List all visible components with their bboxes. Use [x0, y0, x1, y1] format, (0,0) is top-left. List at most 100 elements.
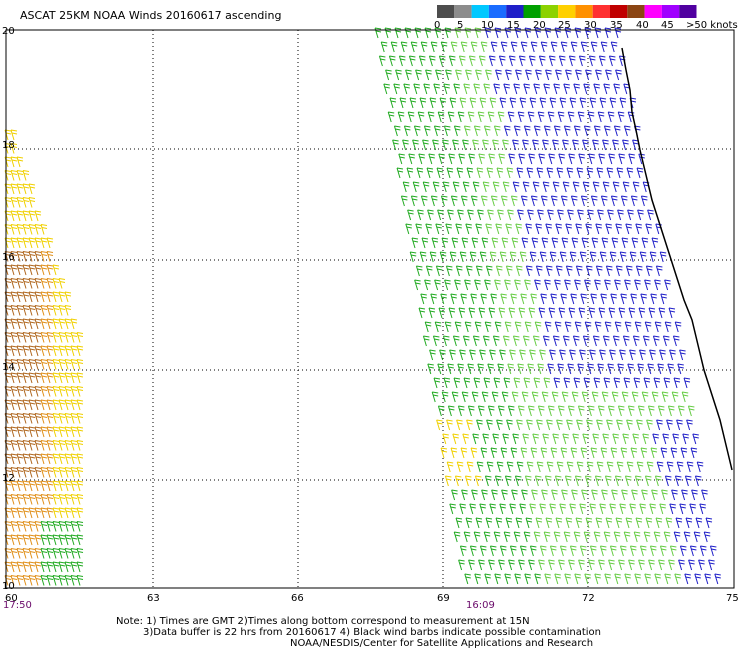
wind-barb — [70, 534, 78, 546]
wind-barb — [475, 69, 482, 81]
wind-barb — [498, 559, 505, 571]
wind-barb — [602, 335, 610, 347]
wind-barb — [64, 507, 72, 519]
wind-barb — [600, 447, 608, 459]
legend-color-cell — [471, 5, 489, 18]
wind-barb — [470, 293, 477, 305]
wind-barb — [633, 531, 641, 543]
wind-barb — [623, 531, 631, 543]
wind-barb — [58, 372, 66, 384]
wind-barb — [528, 55, 536, 67]
wind-barb — [540, 447, 548, 459]
wind-barb — [671, 489, 678, 501]
lat-lon-grid — [6, 30, 734, 588]
note-line-3: NOAA/NESDIS/Center for Satellite Applica… — [290, 638, 594, 649]
wind-barb — [566, 419, 573, 431]
wind-barb — [484, 573, 491, 585]
wind-barb — [621, 489, 628, 501]
wind-barb — [34, 440, 42, 451]
wind-barb — [502, 181, 510, 193]
wind-barb — [621, 391, 629, 403]
wind-barb — [392, 139, 399, 151]
wind-barb — [22, 548, 30, 559]
wind-barb — [599, 545, 607, 557]
wind-barb — [487, 209, 494, 221]
wind-barb — [580, 195, 588, 207]
wind-barb — [614, 475, 622, 487]
wind-barb — [588, 55, 596, 67]
wind-barb — [501, 237, 509, 249]
wind-barb — [600, 195, 608, 207]
wind-barb — [560, 293, 567, 305]
wind-barb — [46, 291, 54, 303]
wind-barb — [16, 170, 24, 181]
wind-barb — [64, 399, 72, 411]
wind-barb — [437, 363, 444, 375]
wind-barb — [686, 461, 694, 473]
wind-barb — [40, 224, 48, 235]
wind-barb — [411, 237, 419, 249]
wind-barb — [609, 545, 617, 557]
wind-barb — [28, 480, 36, 492]
wind-barb — [509, 503, 516, 515]
wind-barb — [486, 167, 494, 179]
wind-barb — [420, 293, 427, 305]
wind-barb — [22, 332, 30, 343]
wind-barb — [664, 475, 672, 487]
wind-barb — [10, 183, 18, 195]
wind-barb — [434, 279, 441, 291]
wind-barb — [563, 377, 571, 389]
wind-barb — [510, 293, 517, 305]
wind-barb — [16, 332, 24, 343]
wind-barb — [542, 181, 550, 193]
wind-barb — [548, 153, 555, 165]
wind-barb — [22, 359, 30, 370]
wind-barb — [459, 503, 466, 515]
wind-barb — [554, 321, 562, 333]
wind-barb — [28, 305, 36, 316]
wind-barb — [76, 534, 84, 546]
wind-barb — [562, 433, 569, 445]
wind-barb — [504, 279, 511, 291]
wind-barb — [475, 223, 482, 235]
wind-barb — [40, 426, 48, 438]
wind-barb — [590, 293, 597, 305]
legend-color-cell — [661, 5, 680, 18]
wind-barb — [46, 413, 54, 424]
wind-barb — [425, 265, 433, 277]
wind-barb — [574, 475, 582, 487]
wind-barb — [610, 447, 618, 459]
wind-barb — [650, 293, 657, 305]
wind-barb — [548, 55, 556, 67]
wind-barb — [514, 321, 522, 333]
wind-barb — [539, 97, 547, 109]
wind-barb — [630, 195, 638, 207]
wind-barb — [695, 517, 703, 529]
wind-barb — [525, 517, 533, 529]
wind-barb — [40, 548, 48, 559]
wind-barb — [463, 531, 471, 543]
wind-barb — [666, 461, 674, 473]
wind-barb — [602, 181, 610, 193]
wind-barb — [46, 534, 54, 546]
wind-barb — [76, 426, 84, 438]
wind-barb — [449, 251, 457, 263]
lat-label: 14 — [2, 362, 15, 373]
wind-barb — [469, 545, 477, 557]
wind-barb — [46, 237, 54, 249]
wind-barb — [22, 291, 30, 303]
wind-barb — [503, 377, 511, 389]
wind-barb — [589, 503, 596, 515]
wind-barb — [632, 181, 640, 193]
wind-barb — [556, 461, 564, 473]
wind-barb — [669, 349, 676, 361]
wind-barb — [10, 143, 18, 154]
wind-barb — [447, 405, 455, 417]
wind-barb — [469, 349, 476, 361]
wind-barb — [490, 293, 497, 305]
wind-barb — [435, 69, 442, 81]
wind-barb — [594, 573, 601, 585]
wind-barb — [10, 332, 18, 343]
wind-barb — [493, 83, 500, 95]
wind-barb — [535, 517, 543, 529]
